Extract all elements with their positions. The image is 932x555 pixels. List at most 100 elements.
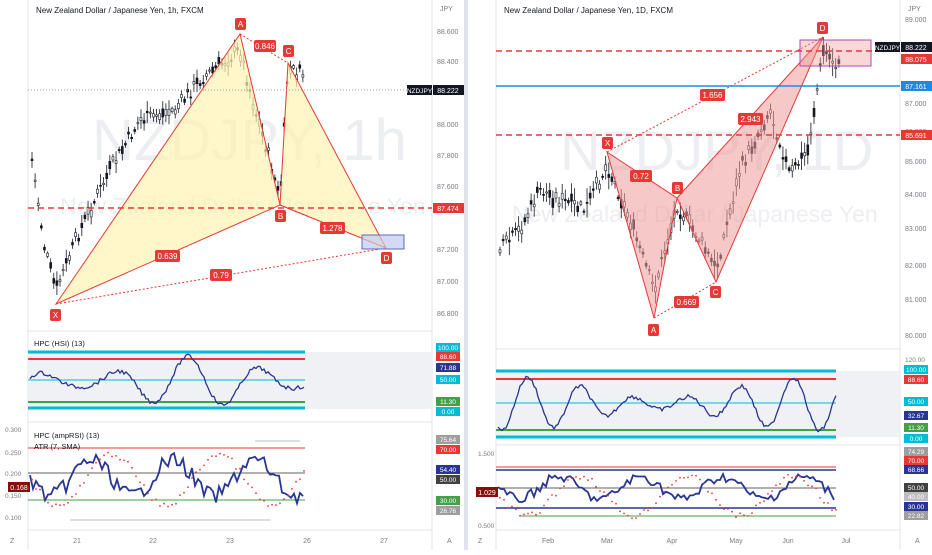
candle-body (111, 156, 115, 161)
left-corner-z[interactable]: Z (10, 538, 15, 545)
candle-body (790, 165, 794, 172)
atr-dot (559, 487, 561, 490)
right-ratio-xd-tag (700, 89, 725, 101)
time-axis-label: Feb (542, 538, 554, 545)
atr-dot (271, 503, 273, 506)
candle-body (136, 122, 140, 125)
left-amprsi-panel[interactable]: HPC (ampRSI) (13) ATR (7, SMA) 0.300 0.25… (5, 427, 460, 522)
right-hsi-panel[interactable]: 120.00 100.00 88.60 50.00 32.67 11.30 0.00 (496, 357, 928, 443)
atr-dot (115, 455, 117, 457)
atr-dot (267, 505, 269, 507)
atr-dot (687, 476, 689, 479)
atr-dot (71, 495, 73, 498)
candle-body (298, 64, 302, 69)
candle-body (560, 192, 564, 200)
right-chart-title[interactable]: New Zealand Dollar / Japanese Yen, 1D, F… (504, 6, 673, 15)
indicator-value-tag (436, 397, 460, 406)
atr-dot (779, 483, 781, 485)
atr-dot (611, 500, 613, 503)
right-harmonic-pattern[interactable] (606, 36, 872, 319)
indicator-value-tag (436, 407, 460, 416)
amp-tick-label: 0.250 (5, 450, 22, 457)
candle-body (803, 152, 806, 157)
right-chart-panel[interactable]: NZDJPY, 1D New Zealand Dollar / Japanese… (468, 0, 932, 550)
atr-dot (223, 454, 225, 456)
left-point-x-tag (50, 309, 61, 321)
atr-dot (167, 505, 169, 508)
candle-body (201, 82, 205, 85)
right-prz-box[interactable] (799, 39, 872, 67)
left-level-tag (433, 203, 464, 213)
time-axis-label: 27 (380, 538, 388, 545)
atr-dot (143, 484, 145, 486)
right-corner-a[interactable]: A (915, 538, 920, 545)
right-level-tag-1 (901, 54, 932, 64)
candle-body (585, 202, 589, 204)
atr-dot (563, 485, 565, 487)
atr-dot (827, 502, 829, 504)
right-corner-z[interactable]: Z (478, 538, 483, 545)
left-chart-title[interactable]: New Zealand Dollar / Japanese Yen, 1h, F… (36, 6, 204, 15)
candle-body (828, 53, 831, 60)
indicator-value-label: 0.00 (910, 436, 923, 443)
indicator-value-tag (436, 496, 460, 505)
atr-dot (235, 468, 237, 470)
left-amp-tags: 75.64 70.00 54.40 50.00 30.00 26.76 (436, 435, 460, 515)
candle-body (198, 83, 202, 86)
atr-dot (211, 455, 213, 457)
atr-dot (631, 517, 633, 519)
right-last-price-value: 88.222 (905, 45, 927, 52)
right-level-value-1: 88.075 (905, 57, 927, 64)
left-price-ticks[interactable]: 88.600 88.400 88.000 87.800 87.600 87.200 87.0… (437, 29, 459, 318)
left-chart-panel[interactable]: NZDJPY, 1h New Zealand Dollar / Japanese… (0, 0, 464, 550)
left-atr-value: 0.168 (10, 485, 28, 492)
candle-body (797, 164, 800, 166)
right-point-b: B (675, 184, 680, 193)
indicator-value-label: 70.00 (908, 458, 925, 465)
candle-body (682, 216, 685, 222)
candle-body (127, 131, 130, 135)
candle-body (114, 160, 118, 164)
left-corner-a[interactable]: A (447, 538, 452, 545)
atr-dot (759, 502, 761, 504)
price-tick-label: 87.000 (437, 279, 459, 286)
candle-body (532, 203, 536, 208)
atr-dot (51, 505, 53, 508)
layout-divider[interactable] (464, 0, 468, 550)
candle-body (124, 143, 127, 146)
right-time-axis[interactable]: Feb Mar Apr May Jun Jul (542, 538, 851, 545)
candle-body (604, 164, 608, 171)
candle-body (74, 232, 77, 238)
left-time-axis[interactable]: 21 22 23 26 27 (73, 538, 388, 545)
right-xd-line (606, 36, 824, 153)
atr-dot (679, 476, 681, 479)
atr-dot (239, 467, 241, 470)
atr-dot (815, 487, 817, 490)
indicator-value-tag (436, 435, 460, 444)
right-amprsi-panel[interactable]: 1.500 0.500 1.029 74.29 70.00 68.66 50.00 40.… (476, 447, 928, 530)
atr-dot (519, 514, 521, 517)
atr-dot (659, 495, 661, 498)
price-tick-label: 87.600 (437, 184, 459, 191)
atr-dot (299, 478, 301, 481)
atr-dot (819, 497, 821, 499)
candle-body (520, 229, 524, 235)
atr-dot (75, 493, 77, 495)
indicator-value-label: 70.00 (440, 447, 457, 454)
left-prz-box[interactable] (361, 234, 405, 250)
candle-body (498, 249, 502, 254)
atr-dot (723, 508, 725, 510)
atr-dot (95, 461, 97, 464)
left-currency-label: JPY (440, 6, 453, 13)
candle-body (167, 108, 171, 116)
candle-body (92, 201, 96, 204)
candle-body (211, 66, 214, 74)
candle-body (195, 77, 199, 84)
right-level-tag-3 (901, 130, 932, 140)
right-level-value-3: 85.691 (905, 133, 927, 140)
right-amp-ticks: 1.500 0.500 (478, 451, 495, 530)
left-hsi-panel[interactable]: HPC (HSI) (13) 100.00 88.60 71.88 50.00 11.3… (28, 339, 460, 416)
candle-body (526, 213, 530, 218)
indicator-value-label: 100.00 (438, 345, 458, 352)
